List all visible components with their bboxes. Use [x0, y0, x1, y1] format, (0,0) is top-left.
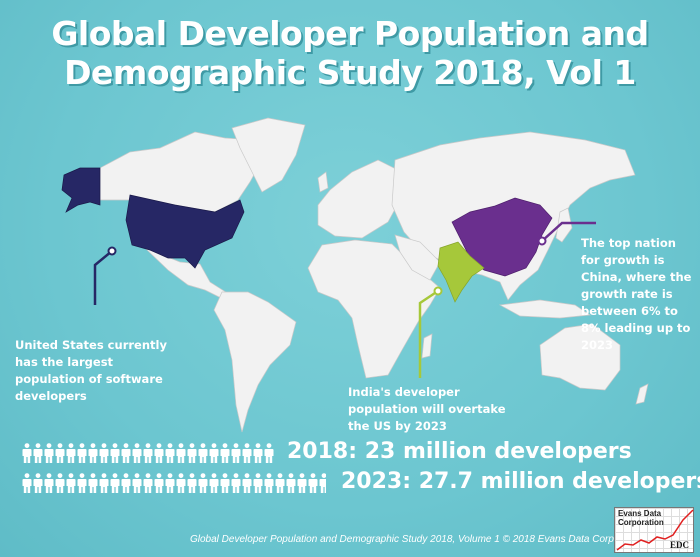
map-new-zealand [635, 383, 649, 405]
title-line-1: Global Developer Population and [51, 14, 649, 53]
person-icon [165, 473, 175, 493]
person-icon [143, 473, 153, 493]
people-row-2018 [22, 443, 274, 463]
person-icon [33, 473, 43, 493]
map-alaska [61, 167, 101, 213]
map-indonesia [498, 299, 592, 319]
person-icon [165, 443, 175, 463]
person-icon [88, 443, 98, 463]
logo-chart-line [616, 509, 694, 551]
map-greenland [231, 117, 306, 193]
person-icon [132, 443, 142, 463]
person-icon [264, 443, 274, 463]
partial-person-icon [319, 473, 326, 493]
person-icon [220, 473, 230, 493]
map-madagascar [421, 333, 433, 359]
person-icon [242, 443, 252, 463]
person-icon [176, 473, 186, 493]
evans-data-logo: Evans Data Corporation EDC [614, 507, 694, 553]
person-icon [209, 443, 219, 463]
person-icon [253, 443, 263, 463]
person-icon [308, 473, 318, 493]
footer-credit: Global Developer Population and Demograp… [190, 534, 614, 545]
map-middle-east [394, 234, 441, 281]
india-callout-dot [433, 286, 443, 296]
people-row-2023 [22, 473, 326, 493]
person-icon [154, 473, 164, 493]
map-australia [539, 323, 621, 391]
us-annotation: United States currently has the largest … [15, 338, 167, 403]
person-icon [132, 473, 142, 493]
map-us [125, 194, 245, 269]
person-icon [231, 443, 241, 463]
person-icon [253, 473, 263, 493]
person-icon [99, 443, 109, 463]
person-icon [286, 473, 296, 493]
person-icon [231, 473, 241, 493]
person-icon [297, 473, 307, 493]
person-icon [275, 473, 285, 493]
person-icon [22, 443, 32, 463]
person-icon [66, 443, 76, 463]
us-callout-dot [107, 246, 117, 256]
person-icon [66, 473, 76, 493]
map-japan [555, 207, 573, 243]
india-callout-line [418, 289, 439, 378]
person-icon [187, 473, 197, 493]
person-icon [44, 473, 54, 493]
person-icon [143, 443, 153, 463]
person-icon [77, 473, 87, 493]
page-title: Global Developer Population and Demograp… [0, 14, 700, 92]
title-line-2: Demographic Study 2018, Vol 1 [64, 53, 636, 92]
map-uk [317, 171, 329, 193]
china-annotation: The top nation for growth is China, wher… [581, 236, 692, 352]
china-callout-dot [537, 236, 547, 246]
person-icon [198, 443, 208, 463]
person-icon [176, 443, 186, 463]
person-icon [55, 443, 65, 463]
person-icon [209, 473, 219, 493]
india-annotation: India's developer population will overta… [348, 385, 506, 433]
person-icon [33, 443, 43, 463]
logo-abbr: EDC [669, 540, 689, 550]
stat-2023: 2023: 27.7 million developers [341, 469, 700, 494]
stat-2018: 2018: 23 million developers [287, 439, 632, 464]
person-icon [121, 473, 131, 493]
china-callout-line [541, 221, 596, 242]
person-icon [264, 473, 274, 493]
person-icon [198, 473, 208, 493]
person-icon [44, 443, 54, 463]
person-icon [55, 473, 65, 493]
person-icon [220, 443, 230, 463]
person-icon [22, 473, 32, 493]
us-callout-line [93, 250, 113, 305]
person-icon [187, 443, 197, 463]
person-icon [110, 473, 120, 493]
person-icon [121, 443, 131, 463]
logo-name: Evans Data Corporation [618, 509, 664, 527]
map-india [437, 241, 485, 303]
person-icon [242, 473, 252, 493]
person-icon [154, 443, 164, 463]
map-canada [99, 131, 263, 213]
person-icon [77, 443, 87, 463]
person-icon [88, 473, 98, 493]
map-europe [317, 159, 401, 239]
map-south-america [213, 291, 297, 433]
person-icon [110, 443, 120, 463]
person-icon [99, 473, 109, 493]
